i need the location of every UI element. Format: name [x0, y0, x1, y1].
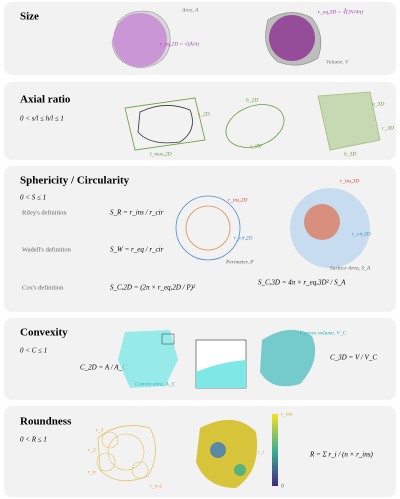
label: s_2D	[250, 143, 262, 149]
label: r_eq,3D = ∛(3V/4π)	[318, 7, 363, 15]
formula: C_2D = A / A_C	[80, 364, 127, 372]
label: r_eq,2D = √(A/π)	[160, 40, 199, 47]
panel-title: Axial ratio	[20, 94, 71, 106]
panel-title: Convexity	[20, 327, 68, 339]
colorbar	[272, 414, 278, 486]
formula: S_R = r_ins / r_cir	[110, 209, 164, 217]
formula: C_3D = V / V_C	[330, 354, 377, 362]
label: a_3D	[372, 101, 384, 107]
condition: 0 < C ≤ 1	[20, 347, 47, 355]
formula: S_C,2D = (2π × r_eq,2D / P)²	[110, 284, 196, 292]
ellipse	[225, 104, 285, 148]
label: r_ins,2D	[228, 197, 247, 203]
label: r_cir,3D	[352, 231, 371, 237]
zoom-shape	[196, 360, 246, 388]
corner-circle	[96, 452, 116, 472]
label: r_2	[88, 447, 96, 453]
row-name: Riley's definition	[22, 209, 67, 216]
condition: 0 < R ≤ 1	[20, 436, 47, 444]
panel-title: Sphericity / Circularity	[20, 175, 130, 187]
shape-outline	[137, 105, 193, 144]
label: r_i	[258, 449, 265, 455]
label: c_3D	[382, 125, 394, 131]
panel	[4, 166, 396, 312]
condition: 0 < S ≤ 1	[20, 194, 46, 202]
condition: 0 < s/l ≤ h/l ≤ 1	[20, 115, 64, 123]
formula: S_W = r_eq / r_cir	[110, 246, 164, 254]
equivalent-sphere	[269, 15, 315, 61]
convex-hull-3d	[260, 329, 316, 387]
label: Perimeter, P	[225, 259, 254, 265]
colorbar-label: r_ins	[281, 411, 292, 417]
shape-outline	[97, 425, 156, 482]
inscribed-sphere	[304, 204, 340, 240]
label: h_2D	[246, 97, 258, 103]
formula: R = Σ r_i / (n × r_ins)	[309, 451, 373, 459]
corner-circle	[101, 431, 119, 449]
label: r_n	[88, 469, 96, 475]
label: r_cir,2D	[234, 235, 253, 241]
panel	[4, 82, 396, 160]
label: b_3D	[344, 151, 356, 157]
equivalent-circle	[113, 13, 167, 67]
zoom-box	[161, 333, 175, 345]
bounding-box-3d	[317, 91, 381, 151]
colorbar-label: 0	[281, 483, 284, 489]
row-name: Cox's definition	[22, 284, 64, 291]
label: Convex area, A_C	[135, 381, 176, 387]
inscribed-circle	[185, 205, 231, 251]
panel-title: Size	[20, 11, 39, 23]
convex-hull	[118, 330, 178, 388]
panel-title: Roundness	[20, 416, 72, 428]
corner-circle	[131, 461, 149, 479]
patch	[210, 442, 226, 458]
label: Convex volume, V_C	[300, 330, 347, 336]
label: r_1	[96, 427, 104, 433]
label: s_2D	[198, 111, 210, 117]
label: r_ins,3D	[340, 178, 359, 184]
row-name: Wadell's definition	[22, 246, 72, 253]
label: r_n-1	[150, 483, 162, 489]
bounding-box	[124, 97, 206, 151]
label: Surface Area, S_A	[330, 264, 371, 271]
label: l_max,2D	[150, 151, 172, 157]
label: Volume, V	[326, 59, 349, 65]
inscribed-circle	[107, 433, 145, 471]
label: Area, A	[181, 7, 199, 13]
patch	[234, 464, 246, 476]
formula: S_C,3D = 4π × r_eq,3D² / S_A	[258, 279, 346, 287]
circumscribed-circle	[175, 195, 241, 261]
